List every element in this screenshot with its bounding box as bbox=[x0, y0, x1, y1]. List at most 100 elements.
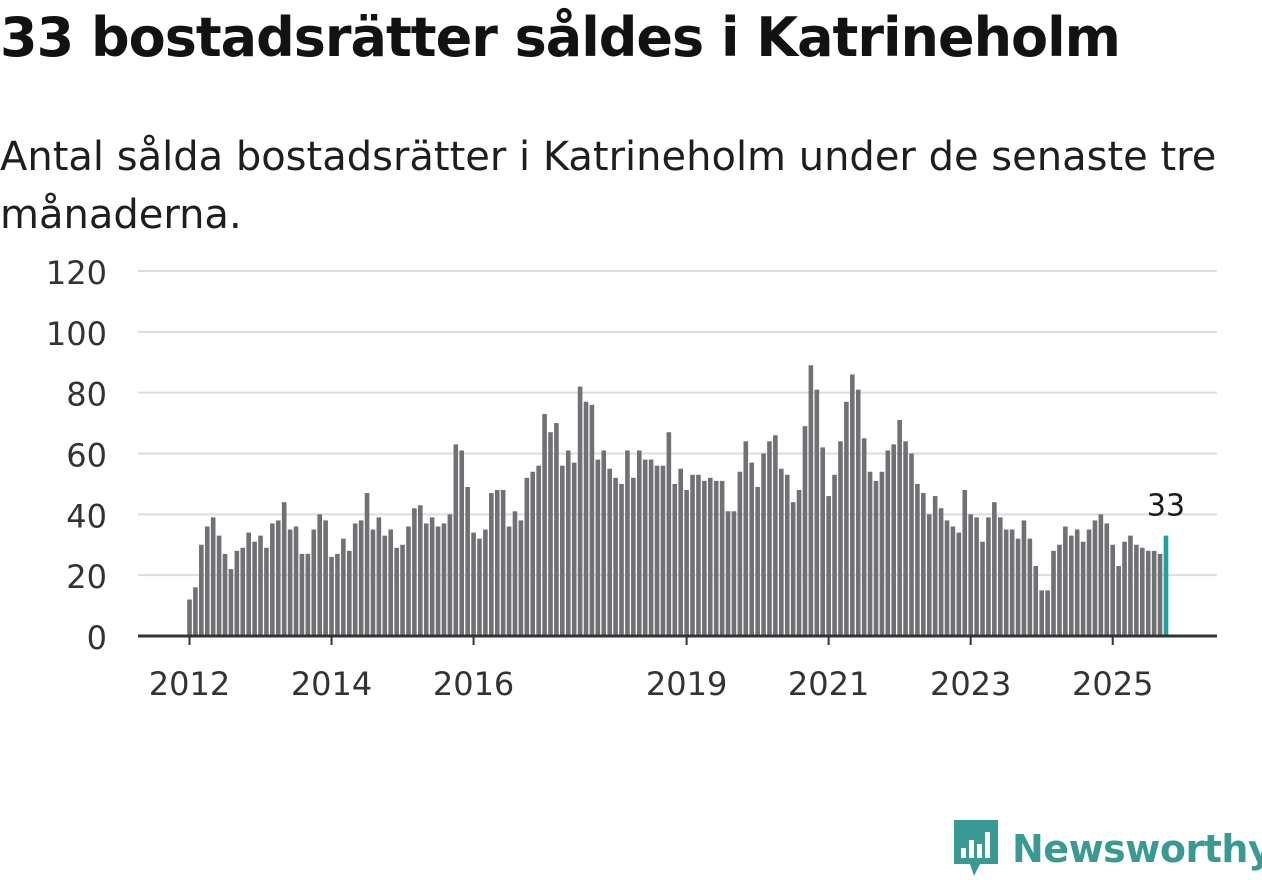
bar bbox=[707, 477, 713, 636]
bar bbox=[1140, 547, 1145, 636]
bar bbox=[1033, 566, 1039, 636]
bar bbox=[678, 468, 683, 636]
bar bbox=[234, 550, 240, 636]
bar bbox=[429, 517, 435, 637]
bar bbox=[784, 474, 790, 636]
bar bbox=[1122, 541, 1127, 636]
newsworthy-logo: Newsworthy bbox=[950, 818, 1262, 880]
bar bbox=[370, 529, 376, 636]
bar bbox=[595, 459, 601, 636]
bar bbox=[1145, 550, 1151, 636]
bar bbox=[412, 508, 417, 636]
y-tick-label-60: 60 bbox=[66, 437, 107, 475]
bar bbox=[400, 544, 405, 636]
bar bbox=[536, 465, 541, 636]
bar-highlight bbox=[1163, 535, 1169, 637]
bar bbox=[583, 401, 589, 636]
bar bbox=[530, 471, 536, 636]
bar bbox=[187, 599, 192, 636]
bar bbox=[388, 529, 394, 636]
bar bbox=[631, 477, 636, 636]
bar bbox=[548, 432, 553, 636]
bar bbox=[1134, 544, 1139, 636]
bar bbox=[346, 550, 352, 636]
bar bbox=[1092, 520, 1098, 636]
bar bbox=[1009, 529, 1015, 636]
bar bbox=[465, 486, 470, 636]
bar bbox=[565, 450, 571, 636]
bar bbox=[453, 444, 459, 637]
bar bbox=[980, 541, 985, 636]
bar bbox=[855, 389, 861, 637]
bar bbox=[459, 450, 465, 636]
bar bbox=[850, 374, 855, 636]
bar bbox=[571, 462, 577, 637]
bar bbox=[897, 420, 902, 636]
bar bbox=[589, 404, 595, 636]
bar bbox=[275, 520, 281, 636]
y-tick-label-20: 20 bbox=[66, 558, 107, 596]
bar bbox=[968, 514, 973, 636]
bar bbox=[494, 490, 500, 636]
bar bbox=[915, 483, 920, 636]
bar bbox=[743, 441, 749, 636]
bar bbox=[719, 480, 725, 637]
bar bbox=[489, 493, 494, 636]
bar bbox=[992, 502, 997, 636]
bar bbox=[938, 508, 944, 636]
bar bbox=[204, 526, 210, 636]
bar bbox=[193, 587, 198, 636]
bar bbox=[921, 493, 926, 636]
bar bbox=[1157, 553, 1163, 637]
bar bbox=[471, 532, 476, 636]
bar bbox=[1080, 541, 1086, 636]
bar bbox=[1116, 566, 1121, 636]
bar bbox=[270, 523, 275, 636]
bar bbox=[352, 523, 358, 636]
bar bbox=[861, 438, 867, 636]
bar bbox=[838, 441, 843, 636]
bar bbox=[619, 483, 624, 636]
y-tick-label-0: 0 bbox=[87, 619, 107, 657]
bar bbox=[281, 502, 287, 636]
bar bbox=[997, 517, 1003, 637]
bar bbox=[613, 477, 618, 636]
x-tick-label-2021: 2021 bbox=[788, 665, 869, 703]
x-tick-label-2016: 2016 bbox=[433, 665, 514, 703]
bar bbox=[577, 386, 583, 636]
bar bbox=[1110, 544, 1116, 636]
newsworthy-logo-icon bbox=[954, 820, 998, 876]
bar bbox=[1003, 529, 1009, 636]
bar bbox=[713, 480, 719, 637]
y-tick-label-100: 100 bbox=[46, 315, 107, 353]
bar bbox=[512, 511, 518, 636]
bar bbox=[264, 547, 269, 636]
bar bbox=[560, 465, 565, 636]
bar bbox=[755, 486, 760, 636]
bar bbox=[885, 450, 891, 636]
bar bbox=[483, 529, 488, 636]
bar bbox=[873, 480, 879, 637]
bar bbox=[790, 502, 796, 636]
bar bbox=[1015, 538, 1021, 636]
x-tick-label-2012: 2012 bbox=[149, 665, 230, 703]
bar bbox=[832, 474, 837, 636]
bar bbox=[932, 496, 938, 636]
x-tick-label-2014: 2014 bbox=[291, 665, 372, 703]
bar bbox=[867, 471, 873, 636]
bar bbox=[944, 520, 950, 636]
bar bbox=[1051, 550, 1056, 636]
bar bbox=[1128, 535, 1133, 637]
bar bbox=[258, 535, 263, 637]
bar bbox=[1074, 529, 1080, 636]
bar bbox=[761, 453, 766, 636]
bar bbox=[773, 435, 778, 636]
bar bbox=[1151, 550, 1157, 636]
bar bbox=[903, 441, 908, 636]
bar bbox=[477, 538, 482, 636]
x-tick-label-2023: 2023 bbox=[930, 665, 1011, 703]
bar bbox=[423, 523, 429, 636]
bar bbox=[962, 490, 968, 636]
bar bbox=[1039, 590, 1044, 637]
